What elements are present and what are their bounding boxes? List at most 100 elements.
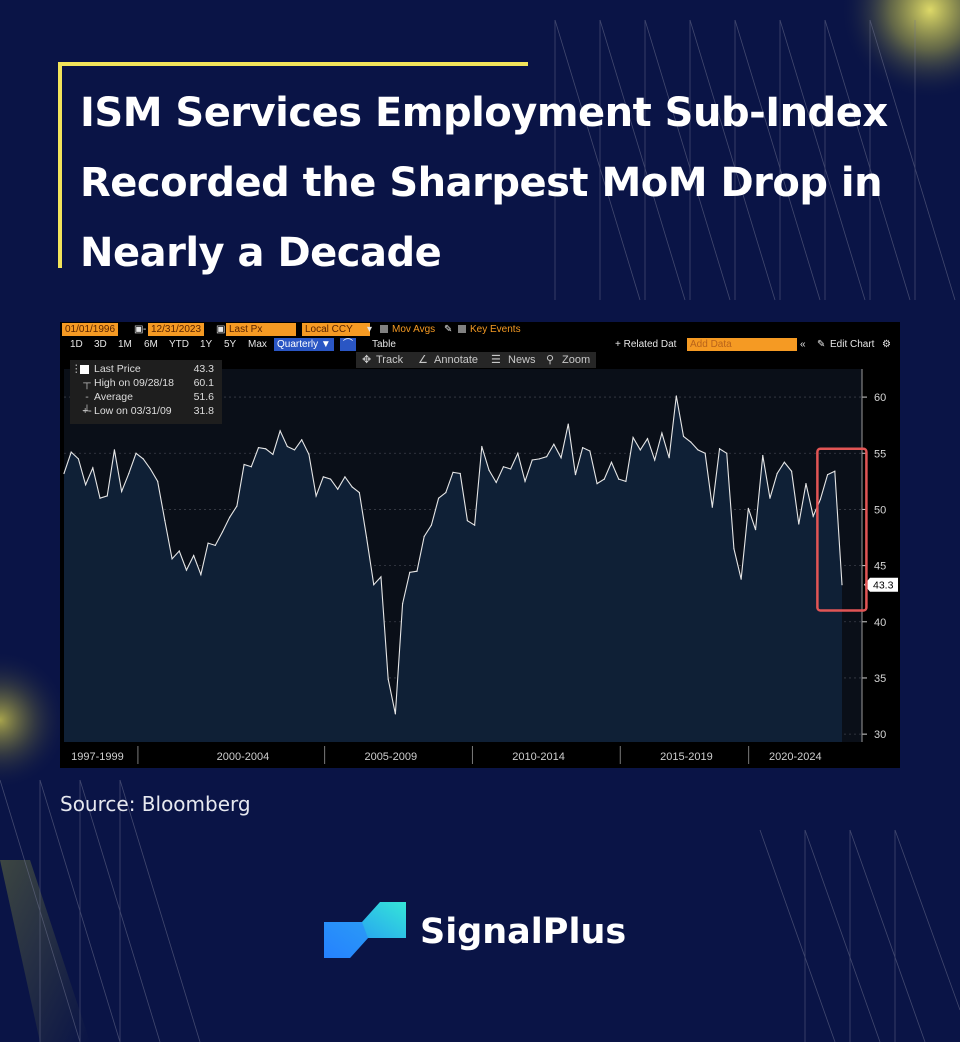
- data-point: [142, 458, 144, 460]
- legend-value: 51.6: [193, 391, 214, 403]
- data-point: [229, 516, 231, 518]
- calendar-icon[interactable]: ▣: [134, 324, 144, 335]
- period-select[interactable]: Quarterly ▼: [274, 338, 334, 351]
- legend-label: Average: [94, 391, 133, 403]
- data-point: [654, 459, 656, 461]
- signalplus-logo-icon: [324, 902, 406, 958]
- data-point: [322, 476, 324, 478]
- data-point: [178, 550, 180, 552]
- data-point: [293, 449, 296, 451]
- x-tick-label: 2020-2024: [769, 751, 822, 763]
- zoom-icon: ⚲: [546, 354, 555, 366]
- data-point: [819, 498, 821, 500]
- data-point: [279, 430, 281, 432]
- data-point: [582, 447, 584, 449]
- start-date-field[interactable]: 01/01/1996: [62, 323, 119, 336]
- data-point: [553, 443, 555, 445]
- data-point: [474, 524, 476, 526]
- table-toggle[interactable]: Table: [372, 339, 396, 350]
- y-tick-label: 35: [874, 673, 886, 685]
- data-point: [718, 448, 721, 450]
- pencil-icon[interactable]: ✎: [817, 339, 826, 350]
- chart-legend: ⋮ Last Price 43.3 ┬ High on 09/28/18 60.…: [70, 360, 222, 424]
- x-tick-label: 2015-2019: [660, 751, 713, 763]
- data-point: [149, 468, 152, 470]
- news-tool[interactable]: News: [508, 354, 536, 366]
- related-data-button[interactable]: + Related Dat: [615, 339, 677, 350]
- data-point: [416, 570, 418, 572]
- legend-value: 60.1: [193, 377, 214, 389]
- track-tool[interactable]: Track: [376, 354, 404, 366]
- y-tick-label: 40: [874, 617, 886, 629]
- annotate-tool[interactable]: Annotate: [434, 354, 479, 366]
- data-point: [301, 439, 303, 441]
- range-ytd[interactable]: YTD: [169, 339, 189, 350]
- data-point: [495, 481, 497, 484]
- range-5y[interactable]: 5Y: [224, 339, 237, 350]
- data-point: [596, 482, 598, 485]
- data-point: [315, 495, 317, 497]
- data-point: [510, 468, 512, 470]
- data-point: [214, 544, 216, 546]
- data-point: [790, 470, 793, 472]
- data-point: [812, 515, 814, 517]
- legend-value: 43.3: [193, 363, 214, 375]
- collapse-icon[interactable]: «: [800, 339, 806, 350]
- data-point: [121, 490, 123, 493]
- data-point: [286, 445, 288, 448]
- key-events-toggle[interactable]: Key Events: [458, 323, 521, 336]
- zoom-tool[interactable]: Zoom: [562, 354, 591, 366]
- range-1m[interactable]: 1M: [118, 339, 132, 350]
- data-point: [776, 472, 778, 475]
- data-point: [574, 474, 577, 476]
- data-point: [783, 461, 785, 463]
- data-point: [135, 452, 137, 454]
- data-point: [560, 457, 562, 459]
- y-tick-label: 55: [874, 448, 886, 460]
- data-point: [524, 480, 526, 482]
- data-point: [113, 449, 116, 451]
- key-events-label: Key Events: [470, 324, 521, 335]
- y-tick-label: 30: [874, 729, 886, 741]
- legend-label: Low on 03/31/09: [94, 405, 172, 417]
- add-data-input[interactable]: Add Data: [687, 338, 797, 351]
- range-1y[interactable]: 1Y: [200, 339, 213, 350]
- headline-accent-top: [58, 62, 528, 66]
- data-point: [106, 495, 108, 497]
- range-max[interactable]: Max: [248, 339, 267, 350]
- checkbox-icon: [380, 325, 388, 333]
- edit-chart-button[interactable]: Edit Chart: [830, 339, 875, 350]
- x-tick-label: 2000-2004: [217, 751, 270, 763]
- data-point: [337, 488, 339, 490]
- chart-plot: 30 35 40 45 50 55 60 43.3 1997-1999 2000-2004 200…: [60, 322, 900, 768]
- news-icon: ☰: [491, 354, 501, 366]
- chevron-down-icon[interactable]: ▾: [367, 324, 373, 335]
- crosshair-icon: ✥: [362, 354, 372, 366]
- data-point: [193, 554, 195, 557]
- currency-select[interactable]: Local CCY: [302, 323, 370, 336]
- mov-avgs-toggle[interactable]: Mov Avgs: [380, 323, 435, 336]
- brand-name: SignalPlus: [420, 912, 627, 952]
- range-1d[interactable]: 1D: [70, 339, 83, 350]
- pencil-icon[interactable]: ✎: [444, 324, 453, 335]
- legend-value: 31.8: [193, 405, 214, 417]
- data-point: [632, 436, 634, 439]
- data-point: [265, 448, 267, 450]
- data-point: [250, 466, 252, 468]
- data-point: [200, 573, 202, 576]
- field-select[interactable]: Last Px: [226, 323, 296, 336]
- data-point: [157, 480, 159, 482]
- data-point: [401, 603, 404, 605]
- data-point: [603, 478, 605, 480]
- x-axis-band: [60, 744, 900, 768]
- end-date-field[interactable]: 12/31/2023: [148, 323, 205, 336]
- line-chart-icon[interactable]: ⌒: [340, 338, 356, 351]
- range-3d[interactable]: 3D: [94, 339, 107, 350]
- gear-icon[interactable]: ⚙: [882, 339, 891, 350]
- range-6m[interactable]: 6M: [144, 339, 158, 350]
- headline-block: ISM Services Employment Sub-Index Record…: [58, 62, 918, 276]
- data-point: [430, 524, 432, 526]
- data-point: [394, 713, 396, 715]
- calendar-icon[interactable]: ▣: [216, 324, 226, 335]
